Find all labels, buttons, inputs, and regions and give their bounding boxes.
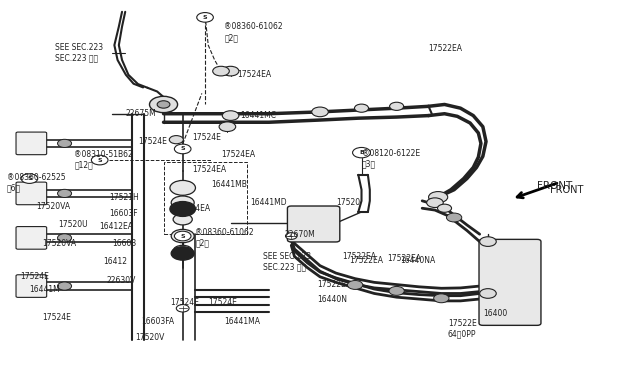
FancyBboxPatch shape (287, 206, 340, 242)
Text: 17524E: 17524E (192, 133, 221, 142)
Text: 16603F: 16603F (109, 209, 138, 218)
Text: 16441MD: 16441MD (250, 198, 286, 207)
Circle shape (429, 192, 448, 203)
Text: ®08360-61062
（2）: ®08360-61062 （2） (195, 228, 254, 248)
Circle shape (170, 180, 195, 195)
Circle shape (389, 286, 404, 295)
Text: 17524EA: 17524EA (237, 70, 271, 79)
Text: 16441MB: 16441MB (211, 180, 247, 189)
Text: 17522E: 17522E (317, 280, 346, 289)
Text: 17520VA: 17520VA (42, 239, 76, 248)
Text: S: S (27, 176, 32, 181)
Text: 16412EA: 16412EA (100, 222, 134, 231)
Text: 17524E: 17524E (138, 137, 167, 146)
Text: 17522E
64：0PP: 17522E 64：0PP (448, 319, 476, 339)
Text: 22630V: 22630V (106, 276, 136, 285)
Circle shape (312, 107, 328, 117)
Text: ®08360-62525
（6）: ®08360-62525 （6） (7, 173, 66, 192)
Circle shape (434, 294, 449, 303)
Circle shape (174, 231, 191, 241)
Text: 16400: 16400 (483, 310, 507, 318)
Circle shape (438, 204, 452, 212)
Circle shape (92, 155, 108, 165)
Text: 16441MA: 16441MA (224, 317, 260, 326)
Text: 17524EA: 17524EA (176, 204, 211, 213)
Text: 16441M: 16441M (29, 285, 60, 294)
Text: 17522EA: 17522EA (349, 256, 383, 264)
Text: 17522EA: 17522EA (429, 44, 463, 53)
Circle shape (170, 202, 195, 217)
Text: 17524EA: 17524EA (221, 150, 255, 159)
Circle shape (353, 147, 371, 158)
Text: 17524EA: 17524EA (192, 165, 227, 174)
Circle shape (447, 213, 462, 222)
Circle shape (174, 144, 191, 154)
Circle shape (58, 139, 72, 147)
Text: 17524E: 17524E (42, 313, 71, 322)
Text: 17522EA: 17522EA (387, 254, 421, 263)
Circle shape (479, 289, 496, 298)
Text: 17522EA: 17522EA (342, 252, 376, 261)
FancyBboxPatch shape (16, 132, 47, 155)
Circle shape (355, 104, 369, 112)
Circle shape (285, 233, 297, 239)
FancyBboxPatch shape (16, 182, 47, 205)
Circle shape (222, 111, 239, 121)
Circle shape (21, 174, 38, 183)
Text: SEE SEC.223
SEC.223 参照: SEE SEC.223 SEC.223 参照 (55, 43, 103, 62)
Circle shape (348, 280, 363, 289)
Circle shape (219, 122, 236, 132)
Bar (164, 162, 246, 234)
Text: S: S (97, 158, 102, 163)
Text: 16603: 16603 (113, 239, 137, 248)
Text: 17520V: 17520V (135, 333, 164, 343)
Text: ®08120-6122E
（3）: ®08120-6122E （3） (362, 148, 420, 168)
FancyBboxPatch shape (16, 275, 47, 297)
Text: S: S (180, 147, 185, 151)
FancyBboxPatch shape (479, 239, 541, 326)
Circle shape (172, 196, 194, 209)
Text: S: S (180, 234, 185, 238)
Circle shape (196, 13, 213, 22)
Text: 17520: 17520 (336, 198, 360, 207)
Circle shape (58, 282, 72, 290)
Text: 17520VA: 17520VA (36, 202, 70, 211)
Circle shape (173, 245, 192, 256)
Circle shape (212, 66, 229, 76)
Circle shape (222, 66, 239, 76)
Text: 22670M: 22670M (285, 230, 316, 239)
Circle shape (427, 198, 444, 208)
Text: 17520U: 17520U (58, 221, 88, 230)
Circle shape (172, 247, 194, 260)
Text: 22675M: 22675M (125, 109, 156, 118)
Circle shape (170, 136, 183, 144)
Circle shape (172, 230, 194, 243)
Text: 16440N: 16440N (317, 295, 347, 304)
Text: 17521H: 17521H (109, 193, 139, 202)
Text: 16441MC: 16441MC (240, 111, 276, 120)
Circle shape (176, 305, 189, 312)
Text: 17524E: 17524E (208, 298, 237, 307)
Text: S: S (203, 15, 207, 20)
Text: ®08310-51B62
（12）: ®08310-51B62 （12） (74, 150, 133, 170)
Circle shape (390, 102, 404, 110)
Text: 17524E: 17524E (20, 272, 49, 281)
Text: 16603FA: 16603FA (141, 317, 174, 326)
Circle shape (58, 189, 72, 198)
Text: SEE SEC.223
SEC.223 参照: SEE SEC.223 SEC.223 参照 (262, 252, 310, 272)
Circle shape (479, 237, 496, 246)
Text: B: B (359, 150, 364, 155)
Text: ®08360-61062
（2）: ®08360-61062 （2） (224, 22, 283, 42)
Text: 17524E: 17524E (170, 298, 199, 307)
Circle shape (58, 234, 72, 242)
Text: 16412: 16412 (103, 257, 127, 266)
FancyBboxPatch shape (16, 227, 47, 249)
Circle shape (150, 96, 177, 113)
Circle shape (173, 214, 192, 225)
Text: FRONT: FRONT (537, 181, 572, 191)
Text: FRONT: FRONT (550, 185, 583, 195)
Text: 16440NA: 16440NA (400, 256, 435, 264)
Circle shape (157, 101, 170, 108)
